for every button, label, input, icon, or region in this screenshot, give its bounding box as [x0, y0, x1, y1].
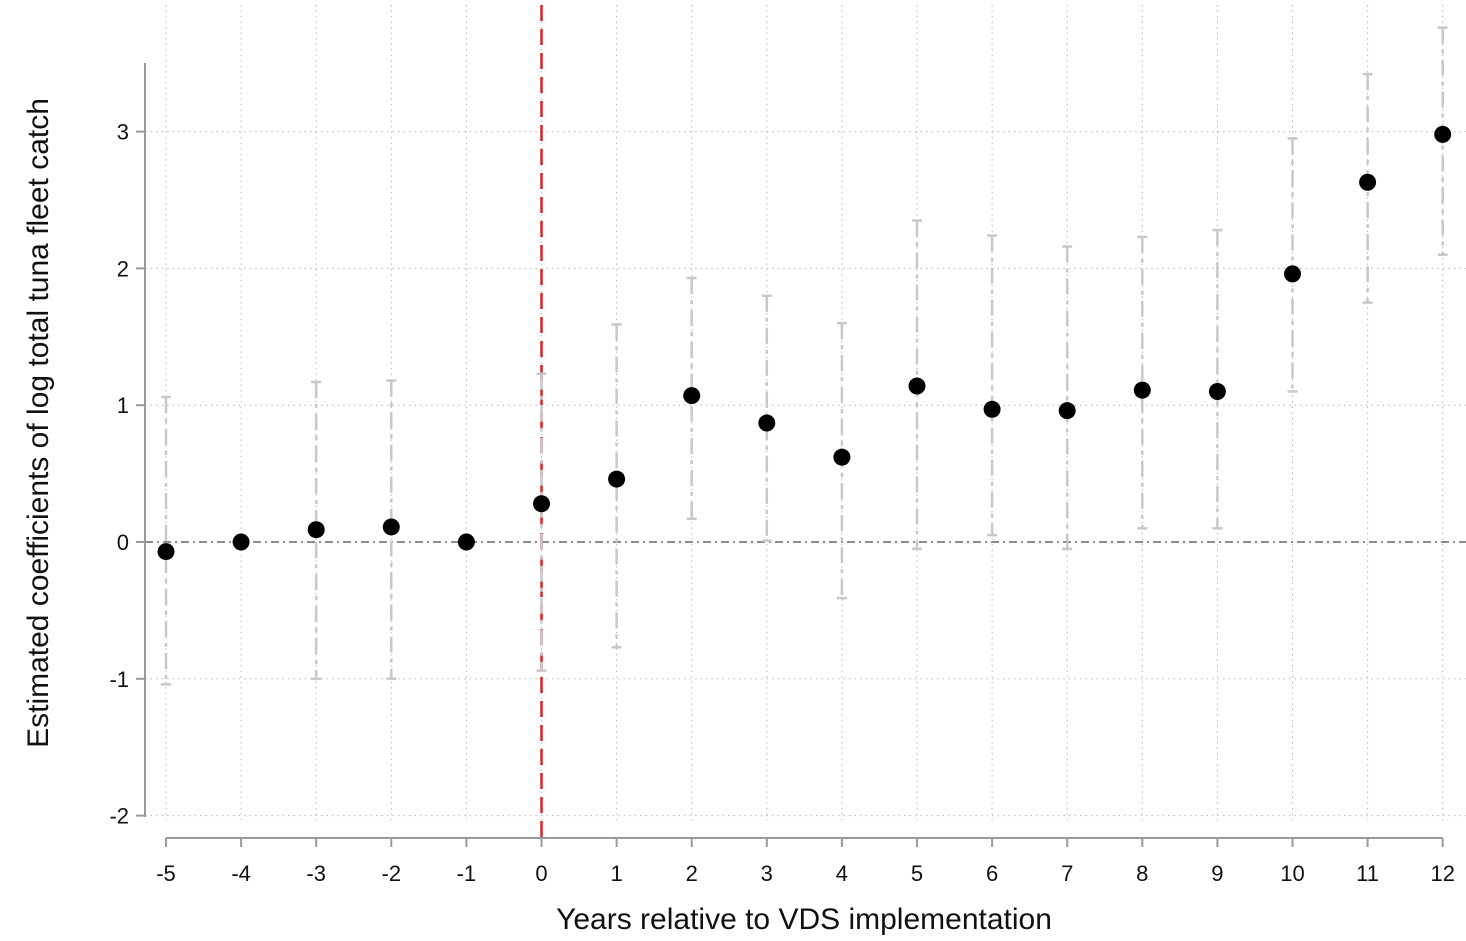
y-tick-label: -2: [109, 804, 129, 829]
coefficient-point: [307, 521, 325, 539]
reference-lines: [145, 5, 1466, 838]
y-tick-label: -1: [109, 667, 129, 692]
x-tick-label: 8: [1136, 861, 1148, 886]
coefficient-point: [983, 400, 1001, 418]
x-tick-label: 2: [686, 861, 698, 886]
coefficient-point: [683, 387, 701, 405]
coefficient-point: [1208, 383, 1226, 401]
error-bar: [987, 234, 998, 537]
error-bar: [1062, 245, 1073, 551]
x-tick-label: -5: [156, 861, 176, 886]
confidence-intervals: [161, 26, 1448, 686]
x-tick-label: 9: [1211, 861, 1223, 886]
coefficient-point: [608, 470, 626, 488]
x-tick-label: 10: [1280, 861, 1304, 886]
x-tick-label: 6: [986, 861, 998, 886]
coefficient-point: [908, 377, 926, 395]
error-bar: [1287, 137, 1298, 393]
x-tick-label: 4: [836, 861, 848, 886]
coefficient-point: [1058, 402, 1076, 420]
x-tick-label: 1: [610, 861, 622, 886]
error-bar: [1437, 26, 1448, 256]
coefficient-points: [157, 125, 1452, 561]
coefficient-point: [457, 533, 475, 551]
error-bar: [161, 395, 171, 686]
coefficient-point: [1284, 265, 1301, 283]
coefficient-point: [1133, 381, 1151, 399]
coefficient-point: [833, 448, 851, 466]
x-tick-label: 0: [535, 861, 547, 886]
x-tick-label: -2: [382, 861, 402, 886]
error-bar: [1212, 228, 1223, 530]
x-axis-title: Years relative to VDS implementation: [556, 903, 1052, 936]
x-tick-label: 11: [1356, 861, 1379, 886]
error-bar: [311, 380, 322, 681]
x-tick-label: 12: [1430, 861, 1454, 886]
y-tick-label: 3: [117, 120, 129, 145]
x-tick-label: -4: [231, 861, 251, 886]
error-bar: [1137, 235, 1148, 530]
coefficient-point: [232, 533, 250, 551]
error-bar: [536, 372, 547, 672]
grid-lines: [145, 5, 1466, 820]
x-tick-label: 3: [761, 861, 773, 886]
coefficient-point: [157, 543, 175, 561]
coefficient-point: [1434, 125, 1452, 143]
y-axis-title: Estimated coefficients of log total tuna…: [22, 98, 55, 748]
error-bar: [1362, 72, 1373, 304]
coefficient-point: [382, 518, 400, 536]
x-tick-label: -3: [306, 861, 326, 886]
y-tick-label: 1: [117, 393, 129, 418]
x-tick-label: -1: [457, 861, 477, 886]
coefficient-point: [1359, 173, 1377, 191]
coefficient-point: [533, 495, 550, 513]
error-bar: [761, 294, 772, 542]
x-tick-label: 5: [911, 861, 923, 886]
x-tick-label: 7: [1061, 861, 1073, 886]
error-bar: [386, 379, 397, 681]
y-tick-label: 0: [117, 530, 129, 555]
y-tick-label: 2: [117, 256, 129, 281]
coefficient-point: [758, 414, 776, 432]
